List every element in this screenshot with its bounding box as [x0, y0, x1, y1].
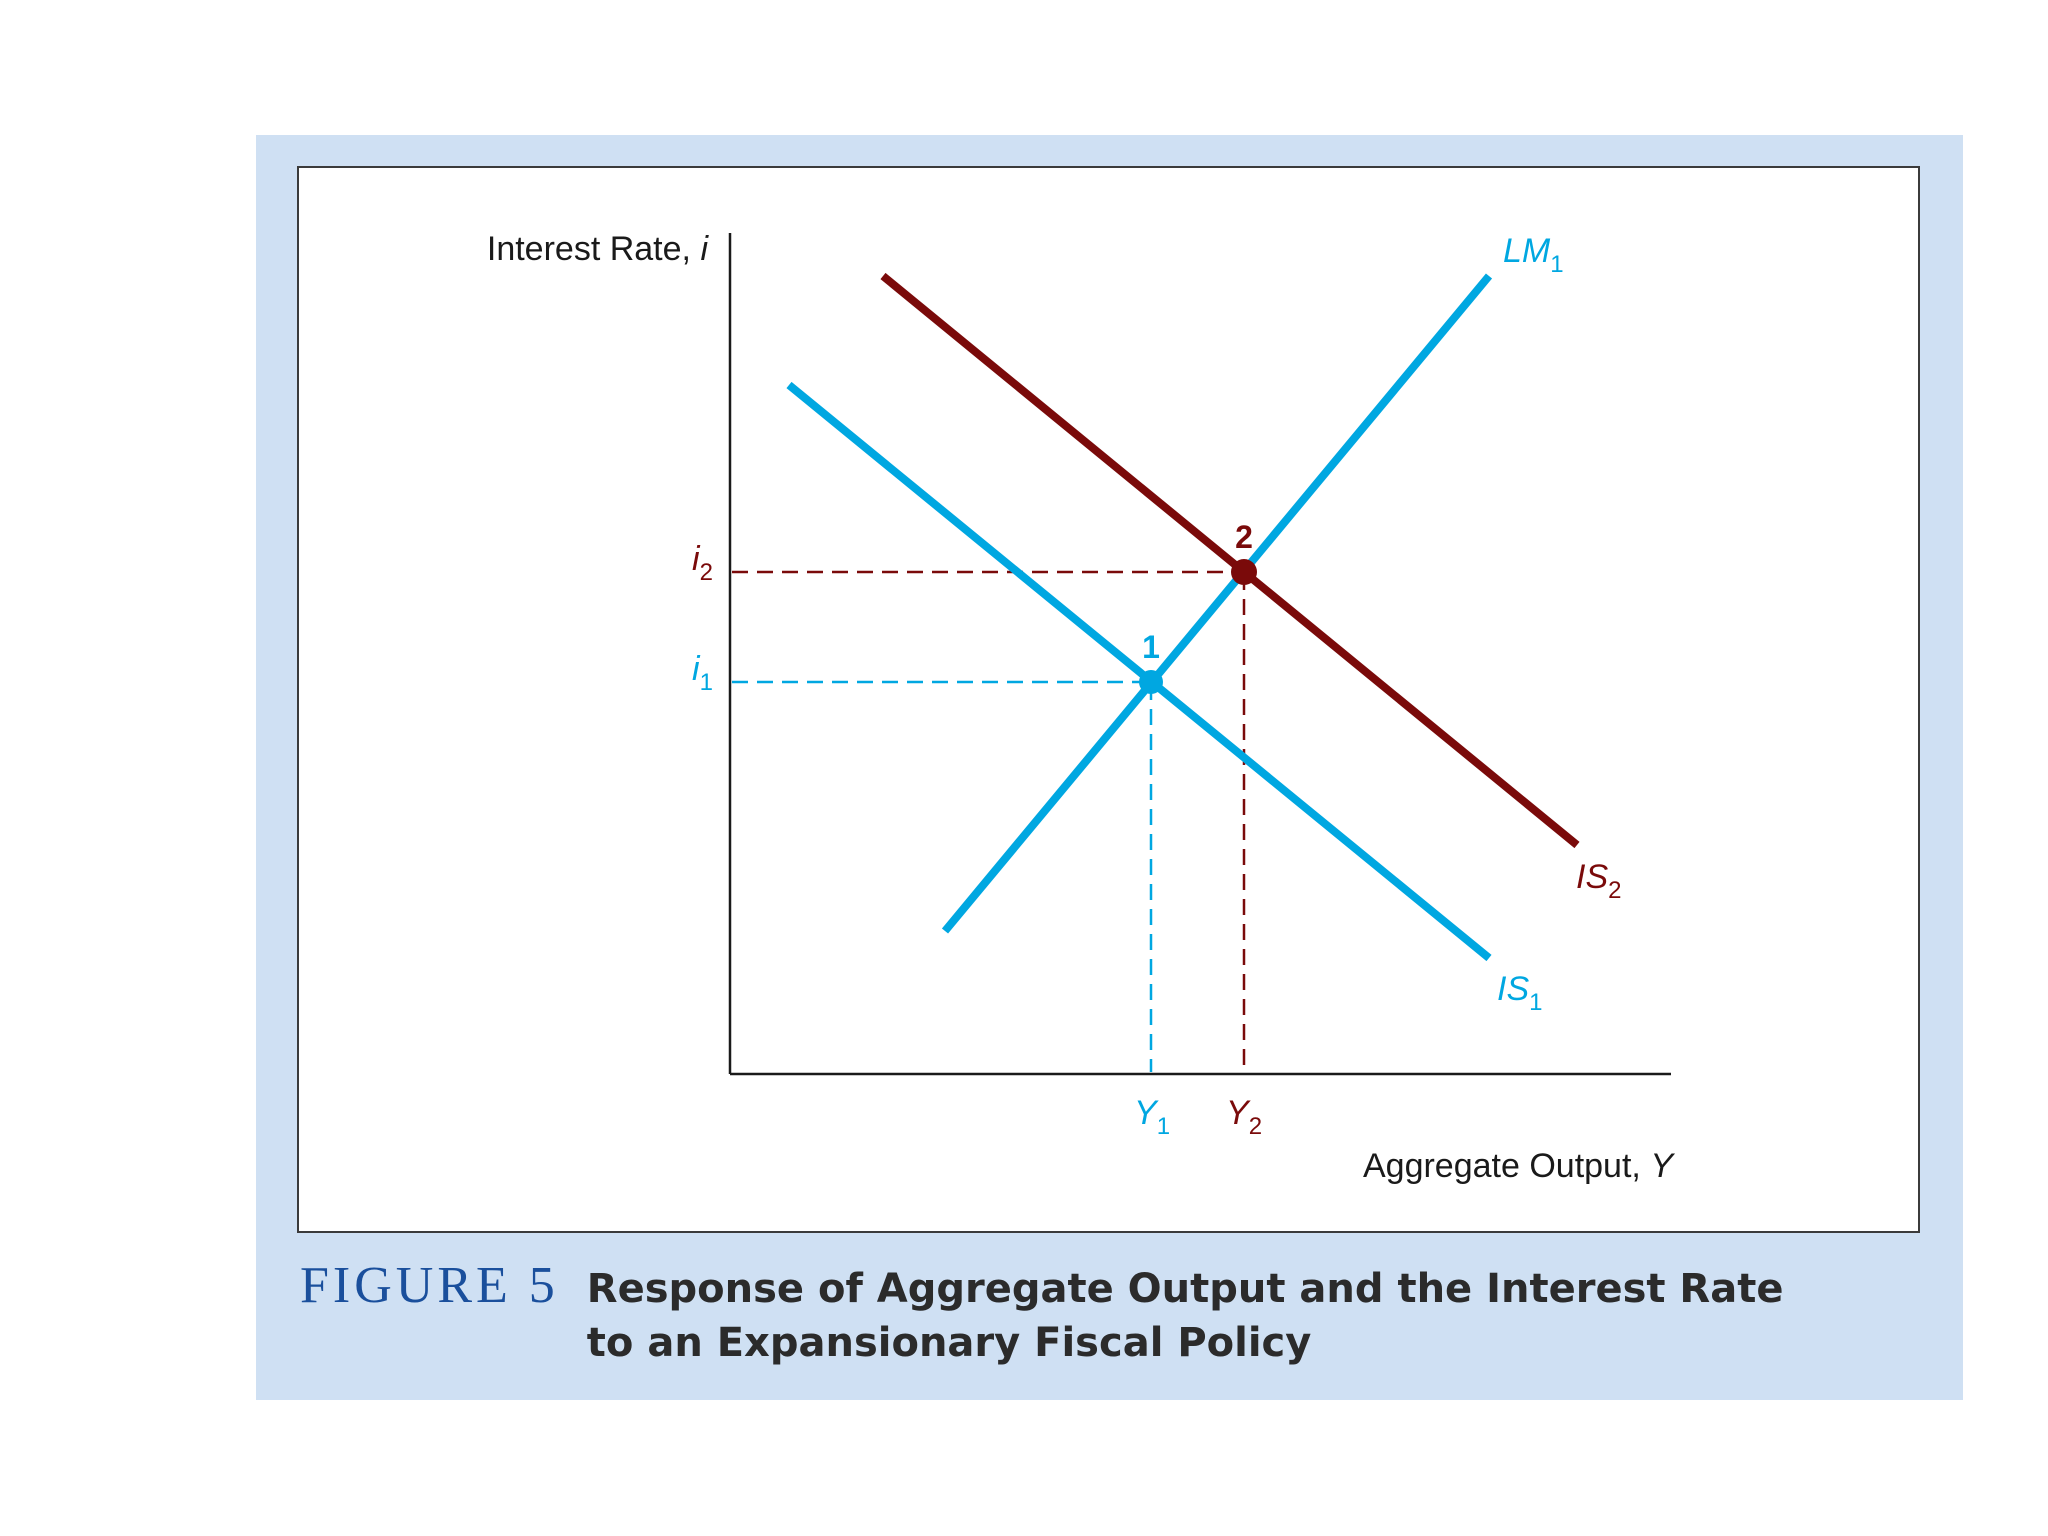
equilibrium-point-1 [1139, 670, 1163, 694]
is1-label: IS1 [1497, 970, 1542, 1016]
is2-curve [880, 272, 1580, 849]
is1-curve [786, 381, 1492, 962]
lm1-label: LM1 [1503, 232, 1564, 278]
figure-title: Response of Aggregate Output and the Int… [586, 1266, 1784, 1366]
y2-label: Y2 [1226, 1094, 1262, 1140]
y1-label: Y1 [1134, 1094, 1170, 1140]
i2-label: i2 [692, 540, 713, 586]
figure-number: FIGURE 5 [300, 1257, 559, 1314]
point-1-label: 1 [1142, 629, 1160, 665]
figure-caption: FIGURE 5 Response of Aggregate Output an… [300, 1258, 1940, 1370]
point-2-label: 2 [1235, 519, 1253, 555]
equilibrium-point-2 [1231, 559, 1257, 585]
plot-frame [297, 166, 1920, 1233]
y-axis-title: Interest Rate, i [487, 230, 710, 268]
is2-label: IS2 [1576, 858, 1621, 904]
lm1-curve [941, 273, 1493, 934]
x-axis-title: Aggregate Output, Y [1363, 1147, 1675, 1185]
i1-label: i1 [692, 650, 713, 696]
